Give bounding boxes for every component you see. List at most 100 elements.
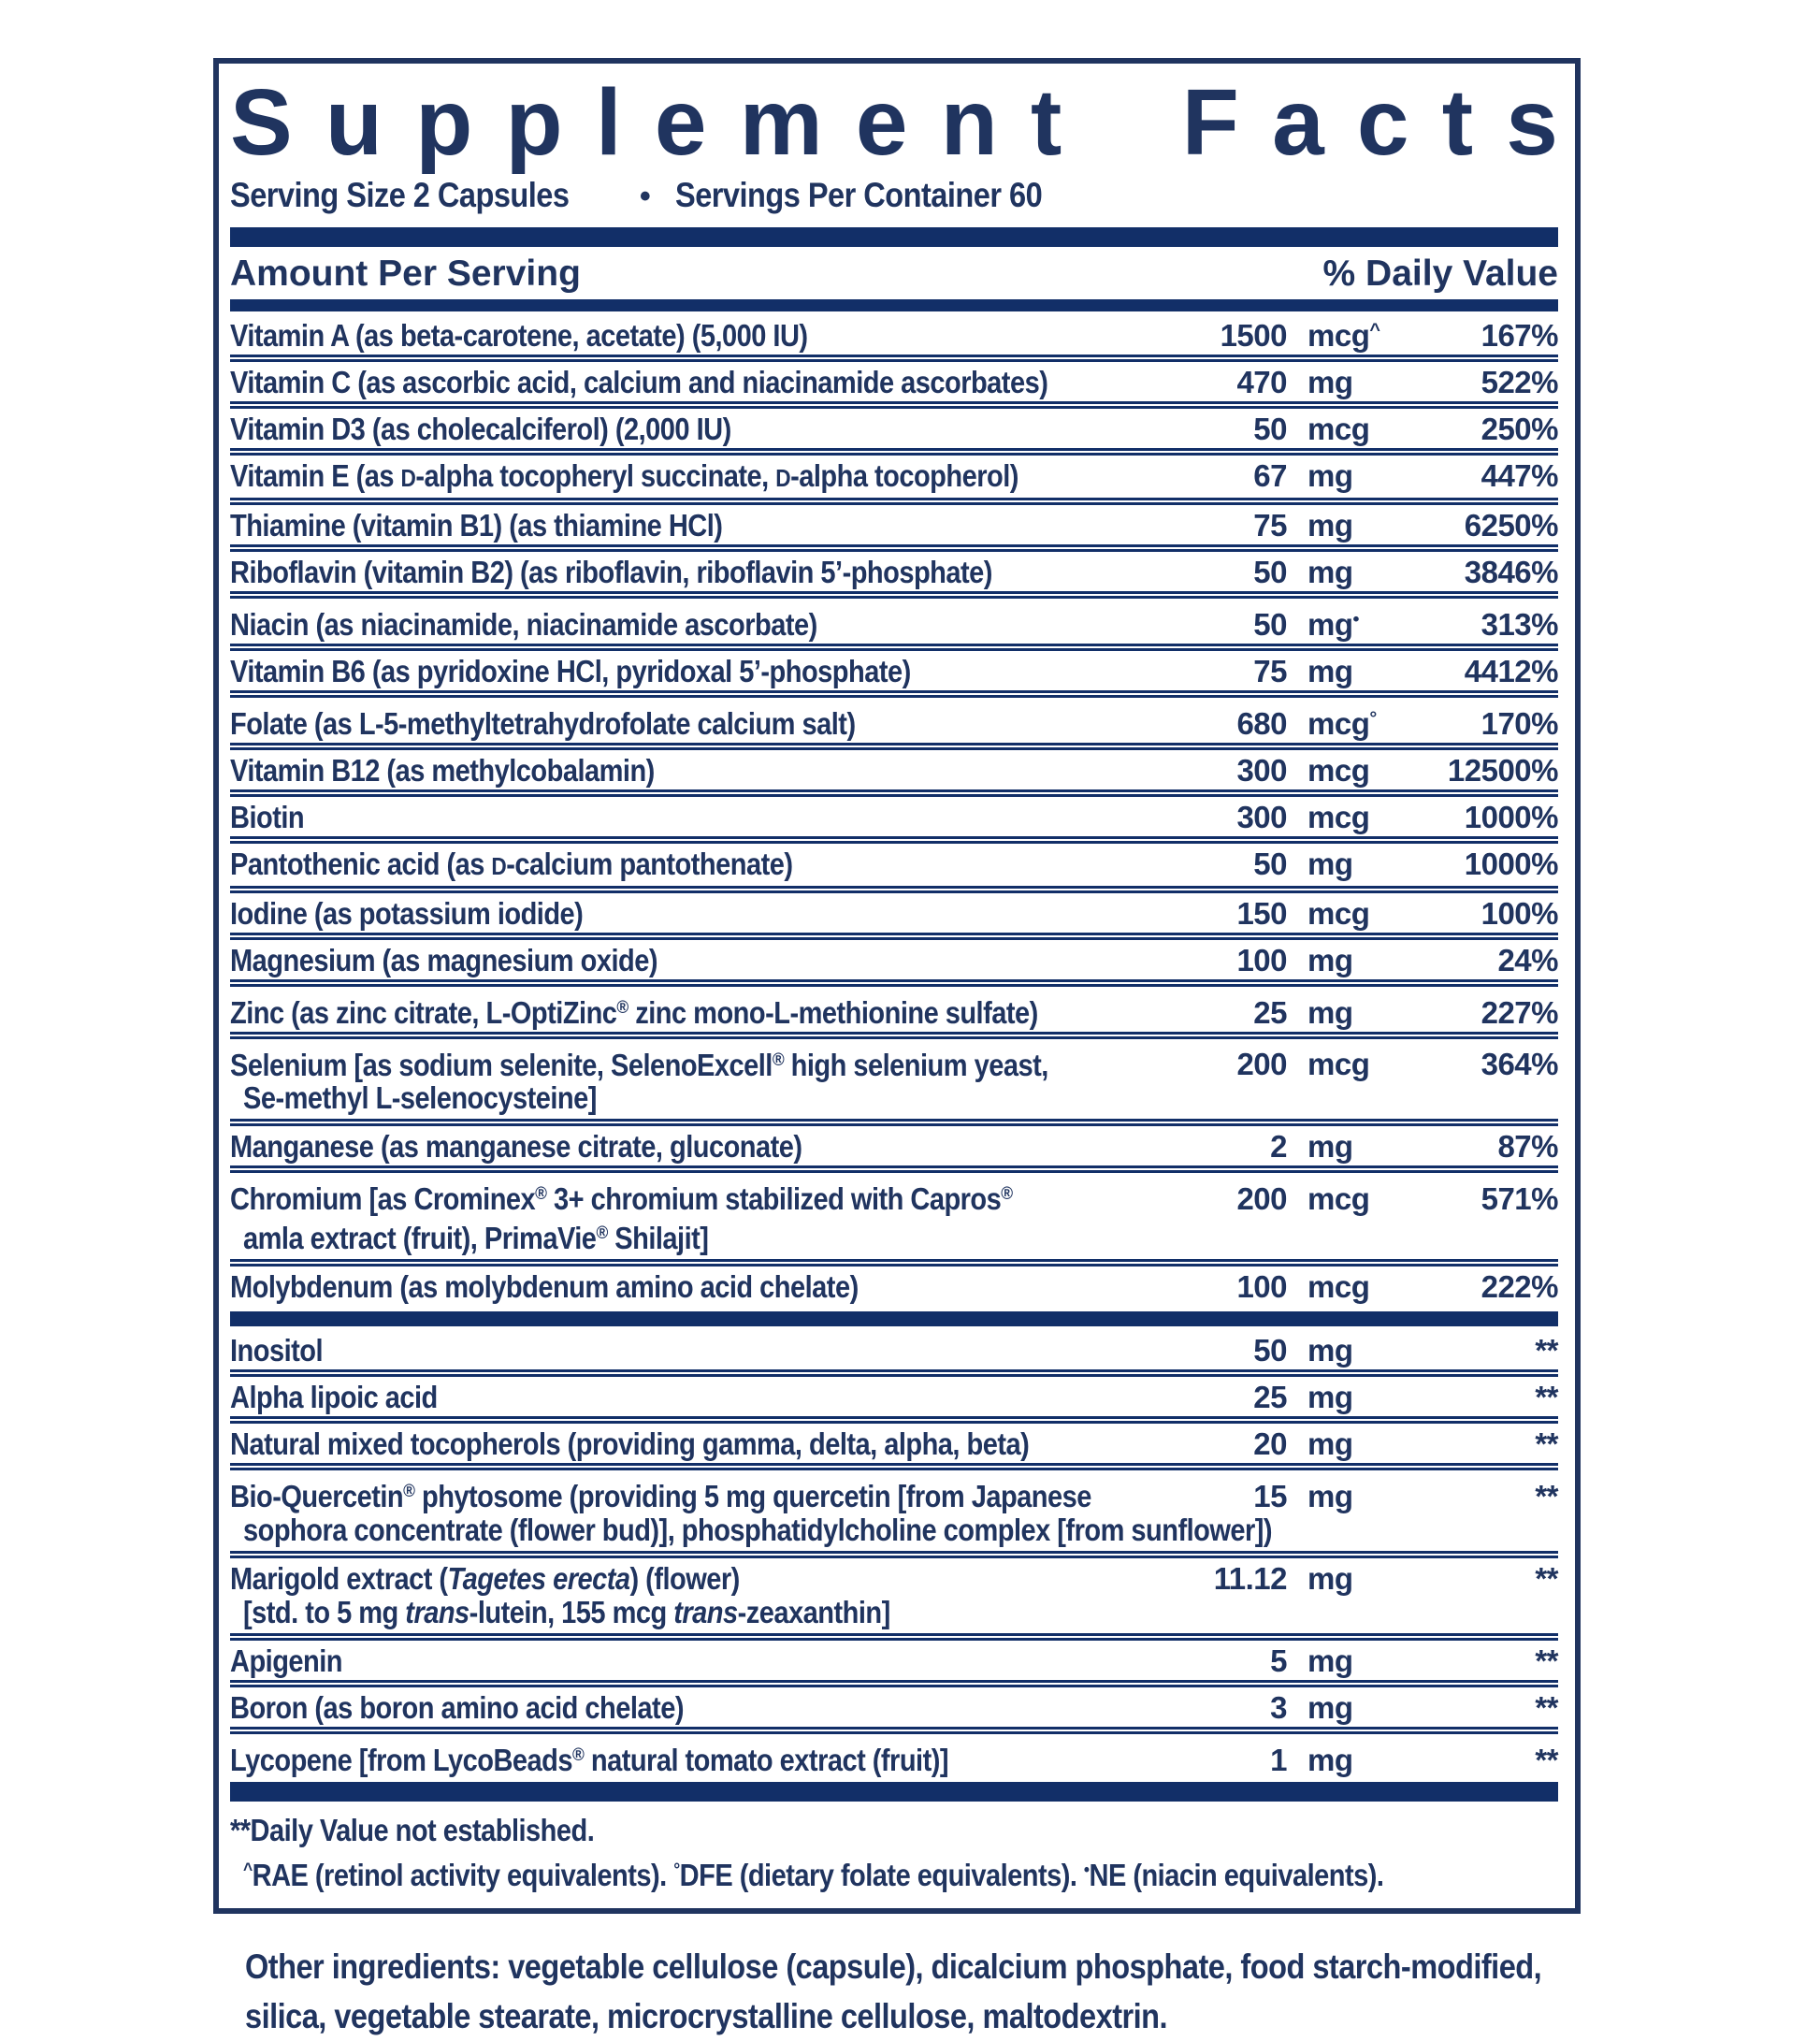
amount-value: 1 — [1270, 1742, 1287, 1777]
table-row-line: Marigold extract (Tagetes erecta) (flowe… — [230, 1560, 1559, 1596]
amount-unit: mg — [1307, 846, 1353, 881]
table-row: Boron (as boron amino acid chelate) 3 mg ** — [230, 1689, 1559, 1725]
nutrient-name-line2-text: sophora concentrate (flower bud)], phosp… — [243, 1513, 1273, 1547]
text-segment: ® — [535, 1183, 547, 1205]
table-row: Selenium [as sodium selenite, SelenoExce… — [230, 1041, 1559, 1118]
row-separator — [230, 590, 1558, 599]
nutrient-name-text: Iodine (as potassium iodide) — [230, 896, 584, 931]
nutrient-name-text: Niacin (as niacinamide, niacinamide asco… — [230, 607, 817, 642]
nutrient-name: Molybdenum (as molybdenum amino acid che… — [230, 1270, 1156, 1304]
nutrient-name: Natural mixed tocopherols (providing gam… — [230, 1427, 1156, 1461]
serving-info: Serving Size 2 Capsules • Servings Per Con… — [230, 174, 1558, 218]
title-letter: a — [1272, 70, 1324, 175]
amount-value: 25 — [1253, 994, 1287, 1030]
text-segment: -zeaxanthin] — [737, 1595, 891, 1629]
amount-value: 680 — [1236, 705, 1287, 741]
nutrient-name: Vitamin E (as D-alpha tocopheryl succina… — [230, 457, 1156, 496]
nutrient-name: Lycopene [from LycoBeads® natural tomato… — [230, 1738, 1156, 1777]
amount-value: 50 — [1253, 846, 1287, 881]
row-separator — [230, 497, 1558, 505]
table-row: Biotin 300 mcg 1000% — [230, 799, 1559, 834]
amount-footnote-mark: • — [1352, 608, 1360, 630]
table-row-line: Zinc (as zinc citrate, L-OptiZinc® zinc … — [230, 989, 1559, 1030]
text-segment: Riboflavin (vitamin B2) (as riboflavin, … — [230, 554, 992, 589]
row-separator — [230, 978, 1558, 987]
table-bottom-bar — [230, 1781, 1558, 1802]
table-row-line: Molybdenum (as molybdenum amino acid che… — [230, 1268, 1559, 1305]
text-segment: Lycopene [from LycoBeads — [230, 1742, 573, 1777]
table-row-line: Bio-Quercetin® phytosome (providing 5 mg… — [230, 1472, 1559, 1513]
row-separator — [230, 354, 1558, 362]
amount-value: 75 — [1253, 653, 1287, 688]
table-row: Niacin (as niacinamide, niacinamide asco… — [230, 601, 1559, 642]
title-letter: u — [325, 70, 383, 175]
table-row: Pantothenic acid (as D-calcium pantothen… — [230, 846, 1559, 884]
text-segment: ® — [1001, 1183, 1013, 1205]
nutrient-name: Iodine (as potassium iodide) — [230, 896, 1156, 931]
amount-value: 67 — [1253, 457, 1287, 493]
amount-unit: mg — [1307, 507, 1353, 543]
row-separator — [230, 1259, 1558, 1267]
amount-value: 50 — [1253, 1333, 1287, 1368]
nutrient-name: Manganese (as manganese citrate, glucona… — [230, 1130, 1156, 1164]
text-segment: Alpha lipoic acid — [230, 1380, 438, 1415]
text-segment: Boron (as boron amino acid chelate) — [230, 1690, 684, 1725]
text-segment: Molybdenum (as molybdenum amino acid che… — [230, 1269, 859, 1305]
text-segment: -lutein, 155 mcg — [469, 1595, 674, 1629]
daily-value-header: % Daily Value — [1322, 253, 1558, 294]
amount-value: 100 — [1236, 1269, 1287, 1305]
amount-value: 100 — [1236, 942, 1287, 977]
nutrient-name: Inositol — [230, 1334, 1156, 1368]
text-segment: sophora concentrate (flower bud)], phosp… — [243, 1513, 1273, 1547]
text-segment: Inositol — [230, 1333, 324, 1368]
nutrient-name-text: Biotin — [230, 799, 305, 834]
amount-unit: mg — [1307, 1479, 1353, 1513]
text-segment: -alpha tocopherol) — [790, 457, 1018, 493]
table-row-line: Vitamin B6 (as pyridoxine HCl, pyridoxal… — [230, 653, 1559, 688]
servings-per-container: Servings Per Container 60 — [674, 176, 1043, 214]
amount-unit: mcg° — [1307, 705, 1377, 741]
table-row: Magnesium (as magnesium oxide) 100 mg 24% — [230, 942, 1559, 977]
other-ingredients-line: silica, vegetable stearate, microcrystal… — [245, 1991, 1611, 2041]
nutrient-name-text: Riboflavin (vitamin B2) (as riboflavin, … — [230, 554, 992, 589]
other-ingredients: Other ingredients: vegetable cellulose (… — [245, 1942, 1611, 2041]
amount-value: 50 — [1253, 606, 1287, 642]
table-row: Folate (as L-5-methyltetrahydrofolate ca… — [230, 700, 1559, 741]
nutrient-name-text: Molybdenum (as molybdenum amino acid che… — [230, 1270, 859, 1304]
table-row: Marigold extract (Tagetes erecta) (flowe… — [230, 1560, 1559, 1631]
row-separator — [230, 1119, 1558, 1127]
row-separator — [230, 447, 1558, 456]
amount-unit: mg — [1307, 1380, 1353, 1415]
nutrient-name-text: Alpha lipoic acid — [230, 1381, 438, 1414]
text-segment: RAE (retinol activity equivalents). — [252, 1857, 674, 1892]
title-letter: c — [1356, 70, 1409, 175]
table-row: Riboflavin (vitamin B2) (as riboflavin, … — [230, 554, 1559, 589]
nutrient-name-text: Vitamin D3 (as cholecalciferol) (2,000 I… — [230, 412, 731, 446]
row-separator — [230, 643, 1558, 651]
text-segment: amla extract (fruit), PrimaVie — [243, 1221, 597, 1256]
table-row-line: Apigenin 5 mg ** — [230, 1643, 1559, 1678]
amount-unit: mg — [1307, 554, 1353, 589]
nutrient-name-text: Thiamine (vitamin B1) (as thiamine HCl) — [230, 507, 723, 543]
amount-unit: mcg — [1307, 799, 1370, 834]
nutrient-name: Boron (as boron amino acid chelate) — [230, 1691, 1156, 1725]
title-letter: t — [1031, 70, 1062, 175]
table-row-line: Manganese (as manganese citrate, glucona… — [230, 1128, 1559, 1165]
title-letter: S — [230, 70, 293, 175]
table-row: Apigenin 5 mg ** — [230, 1643, 1559, 1678]
row-separator — [230, 543, 1558, 552]
text-segment: ® — [572, 1744, 585, 1765]
text-segment: Thiamine (vitamin B1) (as thiamine HCl) — [230, 507, 723, 543]
amount-unit: mg — [1307, 1333, 1353, 1368]
daily-value: ** — [1535, 1380, 1558, 1415]
row-separator — [230, 1727, 1558, 1734]
table-row-line: Inositol 50 mg ** — [230, 1332, 1559, 1368]
text-segment: ^ — [243, 1859, 253, 1880]
amount-unit: mg — [1307, 1129, 1353, 1165]
footnote-daily-value: **Daily Value not established. — [230, 1811, 1558, 1850]
text-segment: Biotin — [230, 799, 305, 834]
amount-unit: mcg — [1307, 411, 1370, 446]
table-row-line: Folate (as L-5-methyltetrahydrofolate ca… — [230, 700, 1559, 741]
